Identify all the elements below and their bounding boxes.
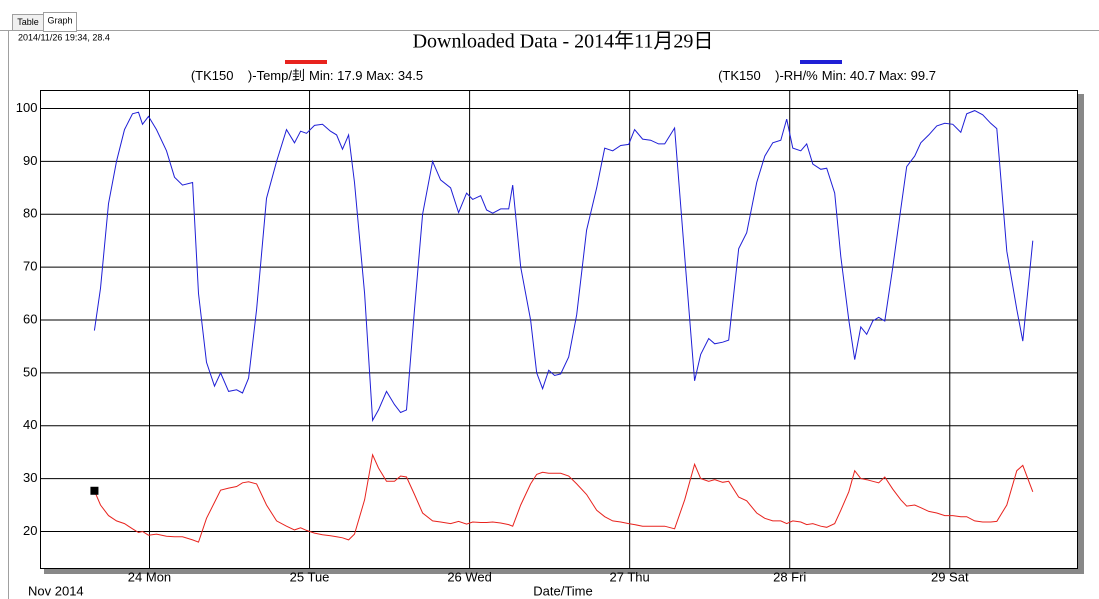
cursor-marker (90, 486, 99, 495)
y-tick-label: 30 (23, 470, 37, 485)
tab-label[interactable]: Table (17, 17, 39, 27)
y-tick-label: 50 (23, 364, 37, 379)
x-tick-label: 27 Thu (610, 569, 650, 584)
data-line (93, 110, 1034, 423)
cursor-readout: 2014/11/26 19:34, 28.4 (18, 32, 110, 42)
plot-area (40, 90, 1078, 569)
legend-swatch (800, 60, 842, 64)
tab-graph[interactable] (43, 12, 77, 32)
y-tick-label: 100 (16, 100, 38, 115)
legend-label: (TK150 )-Temp/刲 Min: 17.9 Max: 34.5 (191, 68, 423, 83)
y-tick-label: 40 (23, 417, 37, 432)
chart-title: Downloaded Data - 2014年11月29日 (413, 30, 714, 53)
x-axis-label: Date/Time (533, 583, 592, 598)
y-tick-label: 80 (23, 206, 37, 221)
x-tick-label: 26 Wed (447, 569, 492, 584)
legend-label: (TK150 )-RH/% Min: 40.7 Max: 99.7 (718, 68, 936, 83)
legend-swatch (285, 60, 327, 64)
legend-name: (TK150 )-RH/% (718, 68, 818, 83)
x-tick-label: 29 Sat (931, 569, 969, 584)
legend-stats: Min: 40.7 Max: 99.7 (822, 68, 936, 83)
y-tick-label: 60 (23, 311, 37, 326)
data-line (93, 453, 1034, 543)
tab-label[interactable]: Graph (47, 15, 72, 25)
legend-stats: Min: 17.9 Max: 34.5 (309, 68, 423, 83)
x-tick-label: 25 Tue (290, 569, 330, 584)
x-tick-label: 24 Mon (128, 569, 171, 584)
y-tick-label: 20 (23, 523, 37, 538)
x-tick-label: 28 Fri (773, 569, 806, 584)
x-axis-sublabel: Nov 2014 (28, 583, 84, 598)
y-tick-label: 90 (23, 153, 37, 168)
y-tick-label: 70 (23, 259, 37, 274)
legend-name: (TK150 )-Temp/刲 (191, 68, 305, 83)
